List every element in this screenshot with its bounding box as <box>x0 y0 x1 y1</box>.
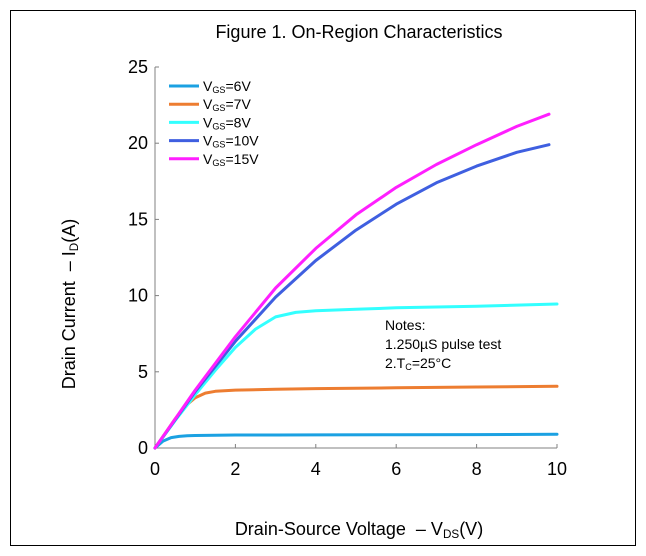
series-lines <box>153 112 559 450</box>
x-axis-label: Drain-Source Voltage – VDS(V) <box>235 519 483 541</box>
y-axis-label-tail: (A) <box>59 219 79 243</box>
note-temperature-sub: C <box>405 362 412 372</box>
legend-label-sub: GS <box>212 122 225 132</box>
legend-label-sub: GS <box>212 140 225 150</box>
x-axis-label-tail: (V) <box>459 519 483 539</box>
series-line-vgs=15v <box>153 112 551 450</box>
note-temperature: 2.TC=25°C <box>385 355 451 372</box>
notes-annotation: Notes: 1.250µS pulse test 2.TC=25°C <box>385 317 501 372</box>
x-tick-label: 2 <box>230 459 240 479</box>
x-axis-label-main: Drain-Source Voltage – V <box>235 519 443 539</box>
y-tick-label: 0 <box>138 438 148 458</box>
series-line-vgs=7v <box>153 384 559 450</box>
legend-label-tail: =15V <box>225 151 259 167</box>
y-axis-label: Drain Current – ID(A) <box>59 219 81 390</box>
legend-label-main: V <box>203 78 213 94</box>
series-line-vgs=8v <box>153 302 559 450</box>
x-axis-label-sub: DS <box>443 528 459 541</box>
chart-title: Figure 1. On-Region Characteristics <box>215 22 502 42</box>
legend-label-main: V <box>203 133 213 149</box>
series-line-vgs=6v <box>153 432 559 450</box>
legend-label-main: V <box>203 151 213 167</box>
legend-label-tail: =6V <box>225 78 251 94</box>
y-tick-label: 20 <box>128 133 148 153</box>
chart-svg: Figure 1. On-Region Characteristics 0 2 4 6… <box>59 22 567 541</box>
legend-label-main: V <box>203 114 213 130</box>
y-axis-label-sub: D <box>68 243 81 251</box>
legend-label-tail: =10V <box>225 133 259 149</box>
axes: 0 2 4 6 8 10 0 5 10 15 20 25 <box>128 57 567 479</box>
chart-figure: Figure 1. On-Region Characteristics 0 2 4 6… <box>10 10 636 546</box>
notes-title: Notes: <box>385 317 425 333</box>
legend-label: VGS=10V <box>203 133 259 150</box>
x-tick-label: 10 <box>547 459 567 479</box>
note-temperature-main: 2.T <box>385 355 406 371</box>
y-tick-label: 15 <box>128 209 148 229</box>
legend-label-tail: =8V <box>225 114 251 130</box>
legend-label: VGS=15V <box>203 151 259 168</box>
series-line-vgs=10v <box>153 143 551 450</box>
note-pulse-test: 1.250µS pulse test <box>385 336 501 352</box>
y-axis-label-main: Drain Current – I <box>59 251 79 389</box>
x-tick-label: 4 <box>311 459 321 479</box>
legend-label-tail: =7V <box>225 96 251 112</box>
legend-label-sub: GS <box>212 103 225 113</box>
x-tick-label: 8 <box>472 459 482 479</box>
y-tick-label: 10 <box>128 286 148 306</box>
legend-label: VGS=6V <box>203 78 251 95</box>
legend-label-sub: GS <box>212 158 225 168</box>
y-tick-label: 25 <box>128 57 148 77</box>
legend-label: VGS=8V <box>203 114 251 131</box>
x-tick-label: 0 <box>150 459 160 479</box>
y-tick-label: 5 <box>138 362 148 382</box>
legend-label: VGS=7V <box>203 96 251 113</box>
legend-label-sub: GS <box>212 85 225 95</box>
x-tick-label: 6 <box>391 459 401 479</box>
note-temperature-tail: =25°C <box>412 355 451 371</box>
legend-label-main: V <box>203 96 213 112</box>
